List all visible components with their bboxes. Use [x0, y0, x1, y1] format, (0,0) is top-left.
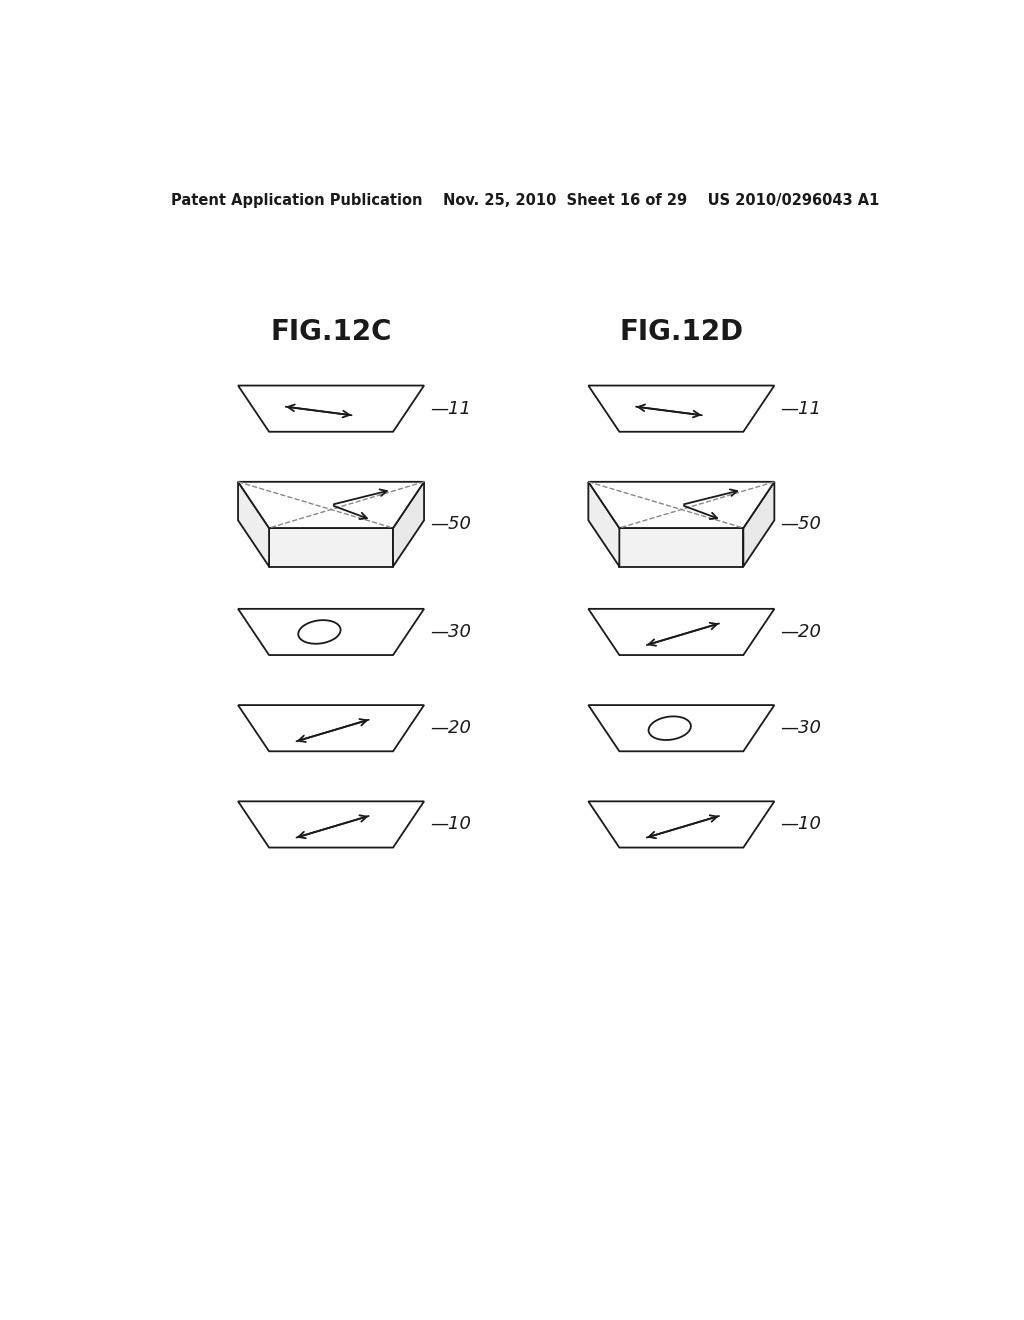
- Polygon shape: [620, 528, 743, 566]
- Polygon shape: [589, 482, 774, 528]
- Polygon shape: [238, 482, 269, 566]
- Text: —20: —20: [430, 719, 471, 737]
- Text: —50: —50: [430, 515, 471, 533]
- Text: —10: —10: [430, 816, 471, 833]
- Polygon shape: [269, 528, 393, 566]
- Polygon shape: [743, 482, 774, 566]
- Text: —30: —30: [780, 719, 821, 737]
- Polygon shape: [589, 482, 620, 566]
- Polygon shape: [238, 482, 424, 528]
- Text: —30: —30: [430, 623, 471, 642]
- Text: FIG.12C: FIG.12C: [270, 318, 392, 346]
- Text: —11: —11: [430, 400, 471, 417]
- Text: FIG.12D: FIG.12D: [620, 318, 743, 346]
- Text: —50: —50: [780, 515, 821, 533]
- Polygon shape: [393, 482, 424, 566]
- Text: —11: —11: [780, 400, 821, 417]
- Text: —20: —20: [780, 623, 821, 642]
- Text: —10: —10: [780, 816, 821, 833]
- Text: Patent Application Publication    Nov. 25, 2010  Sheet 16 of 29    US 2010/02960: Patent Application Publication Nov. 25, …: [171, 193, 879, 209]
